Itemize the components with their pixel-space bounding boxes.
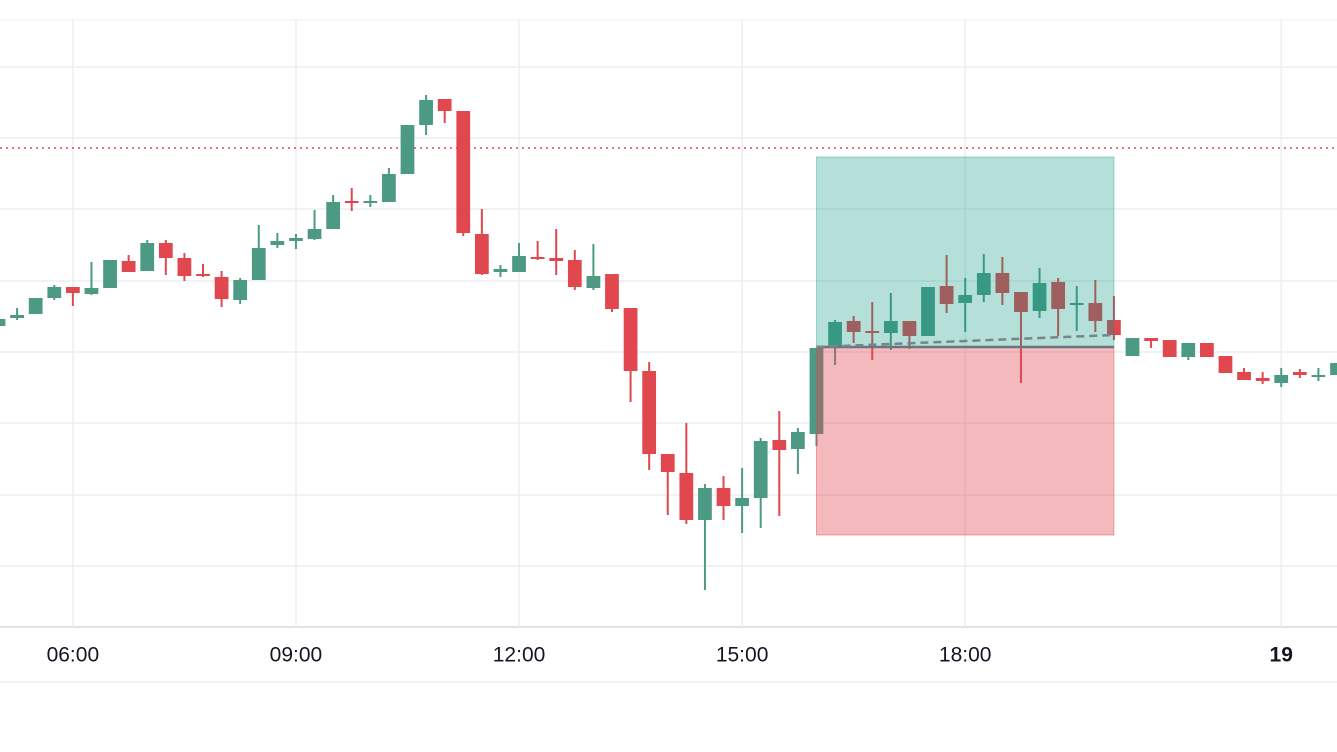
- candle-body: [1125, 338, 1140, 356]
- candle-body: [1088, 303, 1103, 321]
- candle-body: [735, 498, 749, 506]
- candle-body: [846, 321, 861, 332]
- candle-body: [791, 432, 805, 449]
- candle-body: [1330, 363, 1337, 375]
- candle-body: [400, 125, 415, 174]
- candle-body: [883, 321, 898, 333]
- x-tick-label: 09:00: [270, 644, 323, 667]
- candle-body: [958, 295, 973, 303]
- candle-body: [586, 276, 601, 288]
- candle-body: [214, 277, 229, 299]
- candle-body: [0, 319, 6, 326]
- candle-body: [865, 331, 880, 333]
- candle-body: [921, 287, 935, 336]
- candle-body: [382, 174, 396, 202]
- candle-body: [1237, 372, 1251, 380]
- candle-body: [307, 229, 322, 239]
- candle-body: [1014, 292, 1028, 312]
- candle-body: [419, 100, 433, 125]
- candle-body: [493, 269, 508, 272]
- candle-body: [549, 258, 564, 261]
- candle-body: [363, 201, 378, 203]
- candle-body: [121, 261, 136, 272]
- candle-body: [1051, 282, 1066, 309]
- candle-body: [1274, 375, 1289, 383]
- candle-body: [512, 256, 526, 272]
- candle-body: [698, 488, 712, 520]
- candle-body: [326, 202, 341, 229]
- x-tick-label: 15:00: [716, 644, 769, 667]
- candle-body: [605, 274, 619, 309]
- candle-body: [103, 260, 117, 288]
- candle-body: [660, 454, 675, 472]
- candle-body: [270, 241, 285, 245]
- candle-body: [1199, 343, 1214, 357]
- candle-body: [1311, 375, 1326, 377]
- candle-body: [84, 288, 99, 294]
- candle-body: [939, 286, 954, 304]
- candle-body: [1107, 320, 1121, 335]
- candle-body: [623, 308, 638, 371]
- candle-body: [1069, 303, 1084, 305]
- candle-body: [140, 243, 155, 271]
- x-tick-label: 18:00: [939, 644, 992, 667]
- x-tick-label: 19: [1270, 644, 1293, 667]
- candle-body: [233, 280, 248, 300]
- candle-body: [196, 274, 210, 276]
- candle-body: [642, 371, 657, 454]
- candle-body: [456, 111, 471, 233]
- stop-zone: [815, 346, 1115, 536]
- x-tick-label: 12:00: [493, 644, 546, 667]
- candle-body: [828, 322, 842, 348]
- candle-body: [809, 348, 824, 434]
- candle-body: [158, 243, 173, 258]
- candle-body: [1181, 343, 1196, 357]
- candle-body: [1218, 356, 1233, 373]
- candle-body: [995, 273, 1010, 293]
- candle-body: [474, 234, 489, 274]
- candle-body: [679, 473, 694, 520]
- candle-body: [753, 441, 768, 498]
- candle-body: [1292, 372, 1307, 375]
- target-zone: [815, 156, 1115, 348]
- candle-body: [902, 321, 917, 336]
- candle-body: [28, 298, 43, 314]
- candle-body: [47, 287, 62, 298]
- candle-body: [1144, 338, 1158, 341]
- candle-body: [772, 440, 787, 450]
- position-path: [816, 333, 1114, 349]
- candle-body: [65, 287, 80, 293]
- candle-body: [437, 99, 452, 111]
- candle-body: [177, 258, 192, 276]
- candle-body: [289, 238, 303, 241]
- candle-body: [251, 248, 266, 280]
- candle-body: [344, 201, 359, 203]
- candle-body: [716, 488, 731, 506]
- candle-body: [1255, 378, 1270, 381]
- x-tick-label: 06:00: [47, 644, 100, 667]
- candle-body: [1162, 340, 1177, 357]
- candle-body: [10, 315, 24, 318]
- candle-body: [1032, 283, 1047, 311]
- candle-body: [567, 260, 582, 287]
- candle-body: [976, 273, 991, 295]
- candle-body: [530, 257, 545, 259]
